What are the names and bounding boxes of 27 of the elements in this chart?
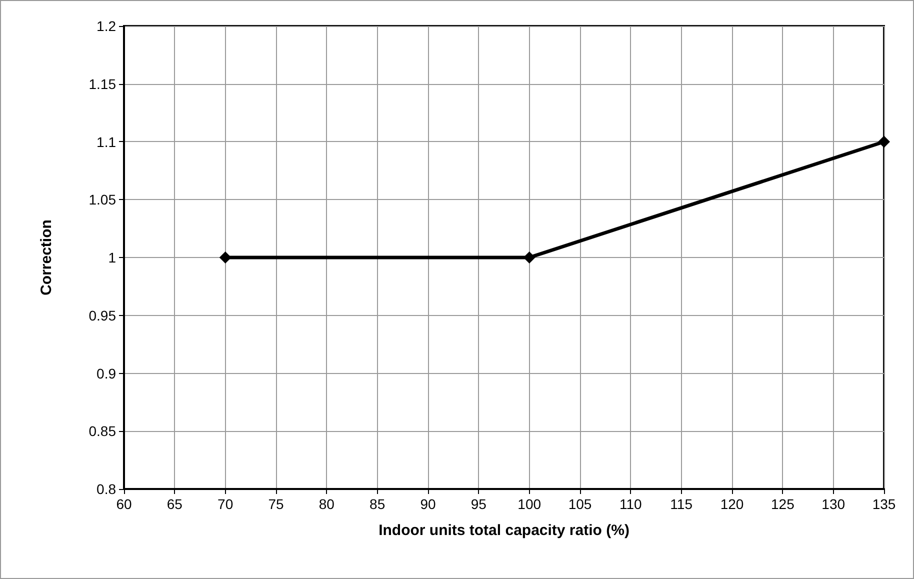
x-tick-label: 85	[370, 496, 386, 512]
y-axis-title: Correction	[38, 220, 55, 296]
x-tick-label: 125	[770, 496, 795, 512]
x-tick-label: 60	[116, 496, 132, 512]
x-tick-label: 65	[166, 496, 183, 512]
y-tick-label: 0.8	[96, 481, 116, 497]
x-axis-title: Indoor units total capacity ratio (%)	[378, 522, 630, 539]
y-tick-label: 1	[108, 250, 116, 266]
x-tick-label: 135	[872, 496, 896, 512]
x-tick-label: 130	[822, 496, 846, 512]
y-tick-label: 0.95	[88, 307, 116, 324]
x-tick-label: 80	[318, 496, 335, 512]
x-tick-label: 70	[218, 496, 234, 512]
x-tick-label: 120	[720, 496, 744, 512]
x-tick-label: 75	[268, 496, 284, 512]
x-tick-label: 115	[670, 496, 693, 512]
x-tick-label: 110	[620, 496, 642, 512]
y-tick-label: 1.15	[88, 76, 116, 92]
y-tick-label: 1.1	[96, 134, 116, 150]
y-tick-label: 1.05	[88, 192, 116, 208]
x-tick-label: 95	[470, 496, 487, 512]
y-tick-label: 1.2	[96, 18, 116, 34]
x-tick-label: 105	[568, 496, 592, 512]
x-tick-label: 100	[518, 496, 542, 512]
y-tick-label: 0.85	[88, 423, 116, 440]
x-tick-label: 90	[420, 496, 436, 512]
y-tick-label: 0.9	[96, 365, 116, 382]
